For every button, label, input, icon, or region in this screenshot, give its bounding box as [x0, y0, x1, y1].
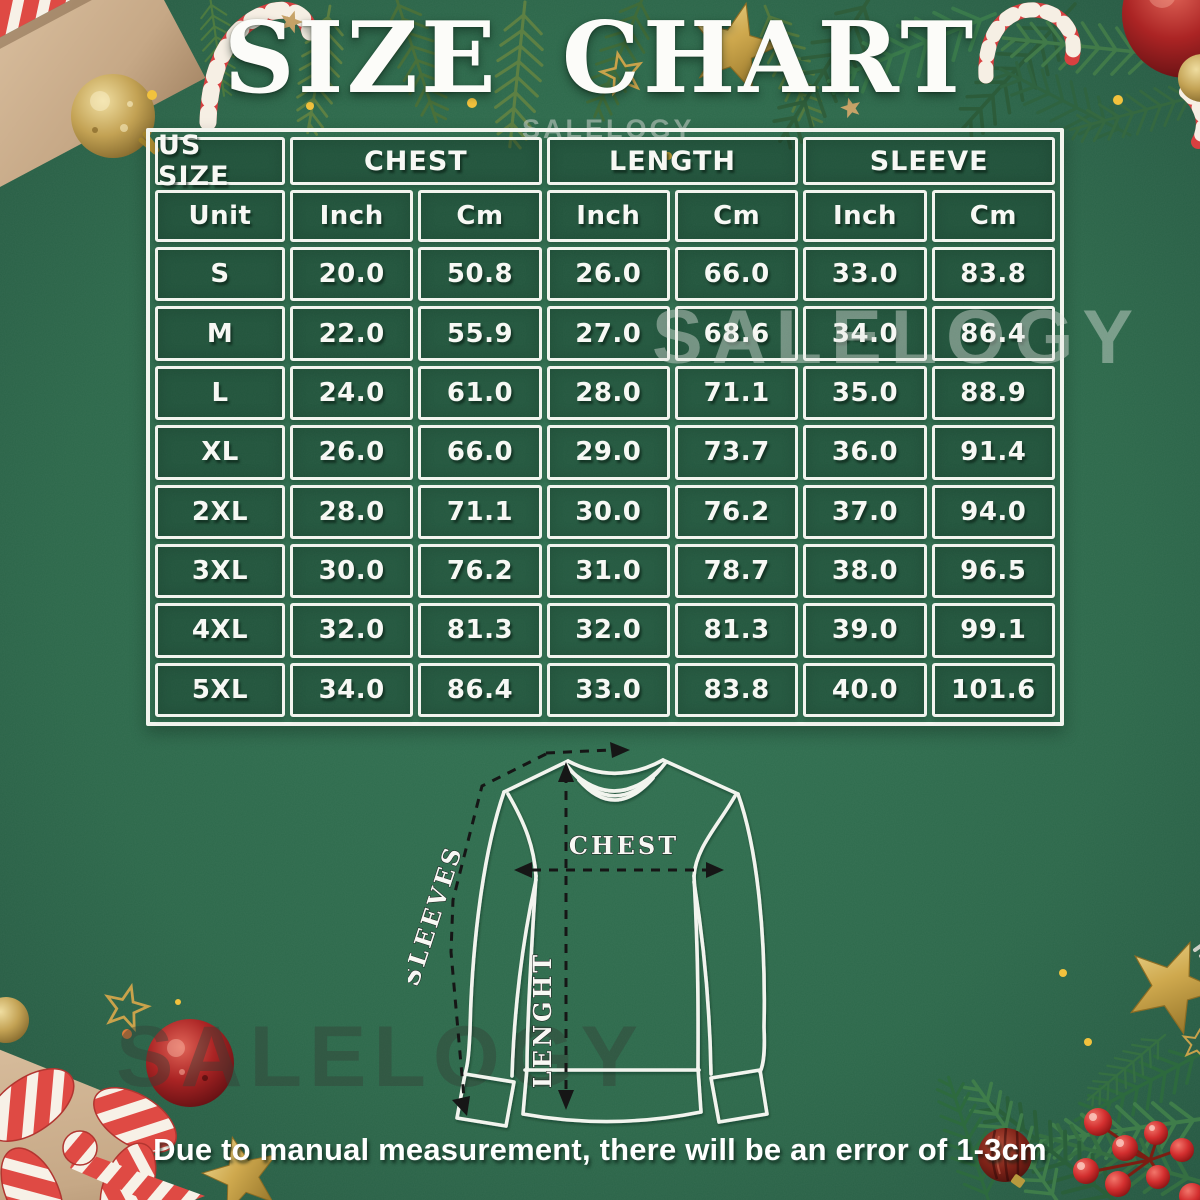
unit-cell: Cm	[418, 190, 542, 242]
col-header-us-size: US SIZE	[155, 130, 285, 192]
size-cell: 40.0	[803, 662, 927, 717]
size-cell: 66.0	[418, 425, 542, 480]
unit-cell: Inch	[546, 190, 670, 242]
size-row-header: L	[155, 365, 285, 421]
size-cell: 26.0	[290, 425, 414, 480]
size-cell: 68.6	[675, 306, 799, 361]
size-cell: 28.0	[290, 484, 414, 539]
col-header-chest: CHEST	[290, 137, 542, 185]
size-cell: 22.0	[290, 306, 414, 361]
size-cell: 33.0	[546, 662, 670, 717]
gold-glitter-ball	[71, 74, 160, 158]
size-cell: 73.7	[675, 425, 799, 480]
diagram-label-chest: CHEST	[569, 831, 679, 860]
size-cell: 31.0	[546, 543, 670, 599]
size-cell: 99.1	[931, 603, 1055, 658]
size-cell: 55.9	[418, 306, 542, 361]
size-row-header: S	[155, 247, 285, 302]
size-cell: 94.0	[931, 484, 1055, 539]
gold-star	[1114, 924, 1200, 1041]
size-cell: 76.2	[418, 543, 542, 599]
gift-box	[0, 0, 206, 205]
size-cell: 29.0	[546, 425, 670, 480]
size-cell: 34.0	[803, 306, 927, 361]
size-cell: 83.8	[675, 662, 799, 717]
size-cell: 28.0	[546, 365, 670, 421]
size-cell: 32.0	[290, 603, 414, 658]
size-cell: 20.0	[290, 247, 414, 302]
size-cell: 76.2	[675, 484, 799, 539]
confetti-dot	[122, 90, 1123, 1046]
size-cell: 101.6	[931, 662, 1055, 717]
unit-cell: Cm	[675, 190, 799, 242]
size-cell: 78.7	[675, 543, 799, 599]
ornament-ball	[1122, 0, 1200, 102]
size-cell: 27.0	[546, 306, 670, 361]
size-cell: 32.0	[546, 603, 670, 658]
size-cell: 86.4	[418, 662, 542, 717]
diagram-label-sleeves: SLEEVES	[408, 841, 468, 989]
unit-cell: Inch	[290, 190, 414, 242]
size-row-header: XL	[155, 425, 285, 480]
size-cell: 35.0	[803, 365, 927, 421]
sweater-measurement-diagram: CHEST LENGHT SLEEVES	[408, 742, 769, 1128]
size-row-header: 2XL	[155, 484, 285, 539]
red-berries	[1073, 1108, 1200, 1200]
size-cell: 71.1	[418, 484, 542, 539]
size-cell: 30.0	[290, 543, 414, 599]
red-glitter-ball	[146, 1019, 234, 1107]
unit-cell: Inch	[803, 190, 927, 242]
size-table: US SIZE CHEST LENGTH SLEEVE Unit Inch Cm In…	[155, 130, 1055, 717]
sweater-outline	[455, 758, 769, 1128]
size-cell: 83.8	[931, 247, 1055, 302]
size-cell: 61.0	[418, 365, 542, 421]
col-header-length: LENGTH	[546, 137, 799, 185]
size-cell: 33.0	[803, 247, 927, 302]
size-cell: 30.0	[546, 484, 670, 539]
size-row-header: 4XL	[155, 603, 285, 658]
measurement-disclaimer: Due to manual measurement, there will be…	[153, 1132, 1047, 1167]
size-cell: 34.0	[290, 662, 414, 717]
size-cell: 81.3	[418, 603, 542, 658]
size-cell: 24.0	[290, 365, 414, 421]
diagram-label-length: LENGHT	[528, 952, 557, 1088]
size-cell: 86.4	[931, 306, 1055, 361]
ribbed-red-ornament	[978, 1127, 1032, 1188]
unit-cell: Cm	[931, 190, 1055, 242]
size-cell: 91.4	[931, 425, 1055, 480]
col-header-sleeve: SLEEVE	[803, 137, 1055, 185]
size-cell: 50.8	[418, 247, 542, 302]
measurement-lines	[449, 748, 706, 1099]
size-table-frame: US SIZE CHEST LENGTH SLEEVE Unit Inch Cm In…	[146, 128, 1064, 726]
size-cell: 96.5	[931, 543, 1055, 599]
gold-ornament	[0, 997, 29, 1043]
arrowheads	[452, 742, 724, 1116]
size-row-header: 3XL	[155, 543, 285, 599]
gift-box-bow	[0, 1013, 205, 1200]
page-title: SIZE CHART	[223, 1, 977, 116]
size-row-header: 5XL	[155, 662, 285, 717]
size-cell: 37.0	[803, 484, 927, 539]
size-cell: 26.0	[546, 247, 670, 302]
size-cell: 71.1	[675, 365, 799, 421]
size-cell: 38.0	[803, 543, 927, 599]
size-cell: 36.0	[803, 425, 927, 480]
size-row-header: M	[155, 306, 285, 361]
size-cell: 88.9	[931, 365, 1055, 421]
size-cell: 81.3	[675, 603, 799, 658]
size-cell: 39.0	[803, 603, 927, 658]
unit-row-header: Unit	[155, 190, 285, 242]
size-cell: 66.0	[675, 247, 799, 302]
